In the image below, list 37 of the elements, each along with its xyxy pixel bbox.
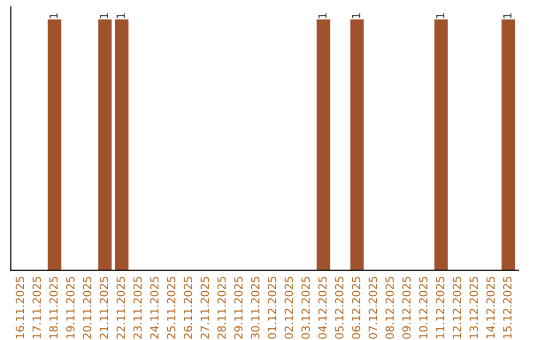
- x-tick-label: 29.11.2025: [234, 276, 243, 339]
- x-tick-label: 18.11.2025: [49, 276, 58, 338]
- x-tick-label: 06.12.2025: [352, 276, 360, 339]
- x-tick-label: 22.11.2025: [116, 276, 125, 339]
- data-label: 1: [116, 13, 125, 18]
- x-tick-label: 13.12.2025: [470, 276, 478, 338]
- x-tick-label: 21.11.2025: [100, 276, 108, 339]
- x-tick-label: 12.12.2025: [452, 276, 462, 338]
- x-tick-label: 19.11.2025: [66, 276, 75, 338]
- data-label: 1: [436, 13, 444, 18]
- x-tick-label: 27.11.2025: [200, 276, 209, 339]
- x-tick-label: 04.12.2025: [318, 276, 327, 339]
- x-tick-label: 07.12.2025: [368, 276, 378, 339]
- x-tick-label: 01.12.2025: [268, 276, 276, 339]
- x-tick-label: 17.11.2025: [32, 276, 41, 338]
- x-tick-label: 26.11.2025: [184, 276, 192, 339]
- x-tick-label: 10.12.2025: [419, 276, 428, 338]
- x-tick-label: 02.12.2025: [284, 276, 294, 339]
- x-tick-label: 23.11.2025: [133, 276, 142, 339]
- x-tick-label: 30.11.2025: [251, 276, 260, 339]
- data-label: 1: [49, 13, 58, 18]
- x-tick-label: 08.12.2025: [385, 276, 394, 339]
- x-tick-label: 15.12.2025: [503, 276, 512, 338]
- x-tick-label: 28.11.2025: [217, 276, 226, 339]
- data-label: 1: [100, 13, 108, 18]
- x-tick-label: 03.12.2025: [301, 276, 310, 339]
- x-tick-label: 20.11.2025: [82, 276, 92, 339]
- data-label: 1: [352, 13, 360, 18]
- x-tick-label: 11.12.2025: [436, 276, 444, 338]
- data-label: 1: [318, 13, 326, 18]
- x-tick-label: 25.11.2025: [166, 276, 176, 339]
- x-tick-label: 05.12.2025: [335, 276, 344, 339]
- x-tick-label: 09.12.2025: [402, 276, 411, 339]
- x-tick-label: 14.12.2025: [486, 276, 495, 338]
- x-tick-label: 16.11.2025: [16, 276, 24, 338]
- x-tick-label: 24.11.2025: [150, 276, 159, 339]
- data-label: 1: [503, 13, 512, 18]
